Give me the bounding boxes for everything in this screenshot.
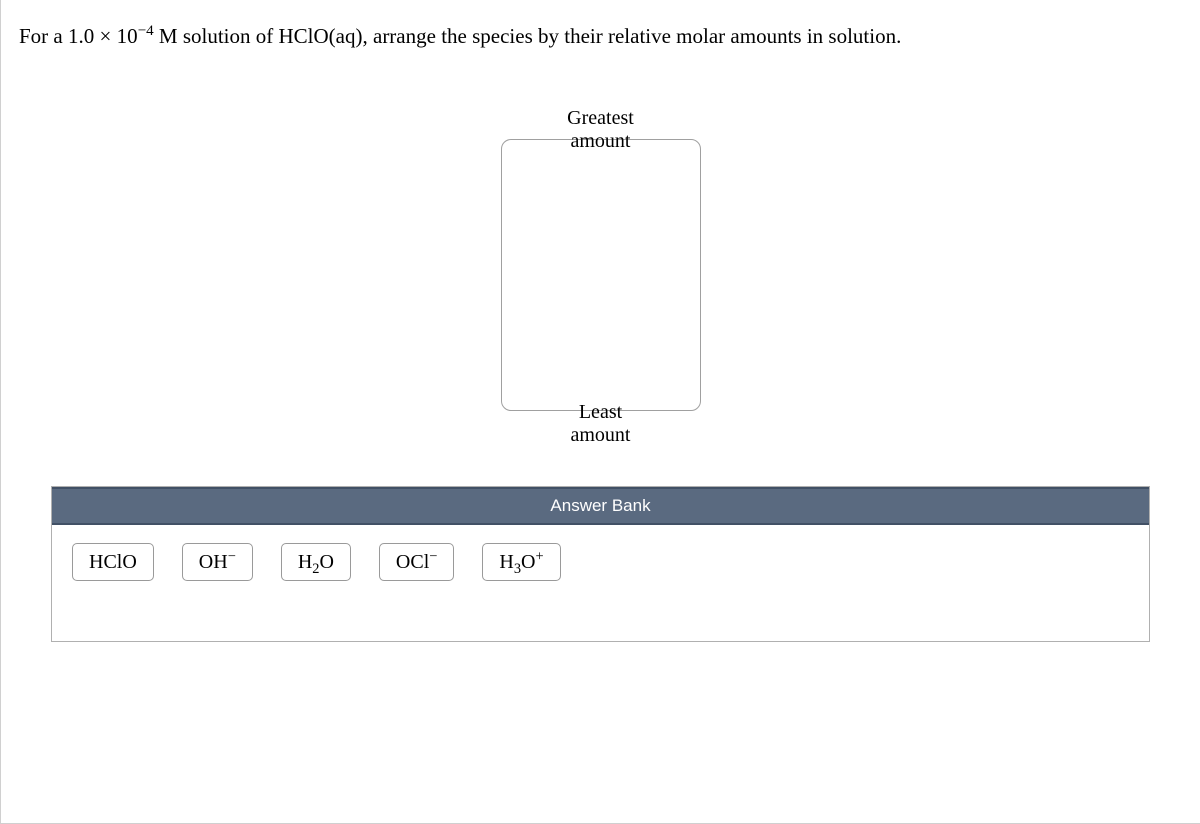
tile-base: OH	[199, 551, 228, 573]
tile-base2: O	[319, 551, 333, 573]
question-prefix: For a 1.0 × 10	[19, 24, 138, 48]
tile-super: +	[536, 549, 544, 565]
ranking-wrapper: Greatest amount Least amount	[501, 139, 701, 411]
question-container: For a 1.0 × 10−4 M solution of HClO(aq),…	[0, 0, 1200, 824]
tile-base: OCl	[396, 551, 429, 573]
tile-sub: 3	[514, 561, 521, 577]
tile-hclo[interactable]: HClO	[72, 543, 154, 581]
ranking-drop-zone[interactable]	[501, 139, 701, 411]
question-suffix: M solution of HClO(aq), arrange the spec…	[154, 24, 902, 48]
greatest-amount-label: Greatest amount	[551, 107, 651, 153]
ranking-area: Greatest amount Least amount	[1, 99, 1200, 416]
tile-h3o-plus[interactable]: H3O+	[482, 543, 560, 581]
tile-base1: H	[499, 551, 513, 573]
least-amount-label: Least amount	[551, 401, 651, 447]
tile-base1: H	[298, 551, 312, 573]
tile-text: HClO	[89, 551, 137, 573]
answer-bank-header: Answer Bank	[52, 487, 1149, 525]
tile-h2o[interactable]: H2O	[281, 543, 351, 581]
tile-oh-minus[interactable]: OH−	[182, 543, 253, 581]
answer-bank: Answer Bank HClO OH− H2O OCl− H3O+	[51, 486, 1150, 642]
answer-bank-body: HClO OH− H2O OCl− H3O+	[52, 525, 1149, 641]
question-text: For a 1.0 × 10−4 M solution of HClO(aq),…	[1, 0, 1200, 59]
tile-base2: O	[521, 551, 535, 573]
tile-super: −	[429, 549, 437, 565]
question-exponent: −4	[138, 23, 154, 39]
tile-super: −	[228, 549, 236, 565]
tile-ocl-minus[interactable]: OCl−	[379, 543, 454, 581]
